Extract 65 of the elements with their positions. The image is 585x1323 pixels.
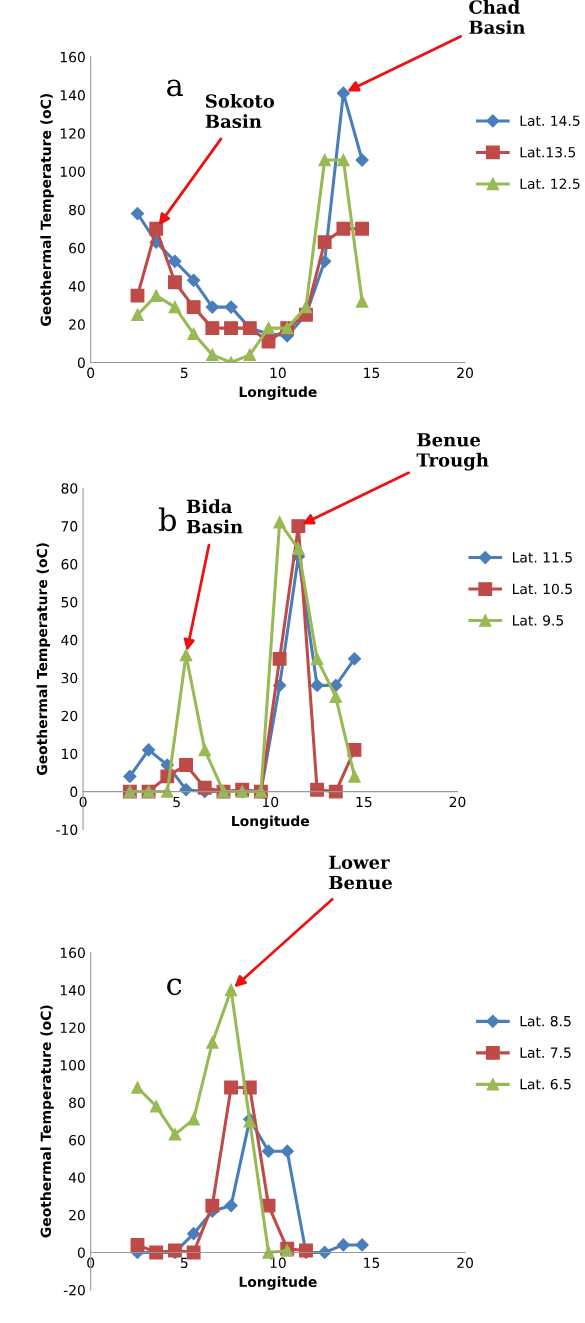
x-tick-label: 20 <box>457 1257 473 1269</box>
legend-label: Lat. 9.5 <box>513 615 564 626</box>
x-tick-label: 15 <box>364 1257 380 1269</box>
y-tick-label: 140 <box>60 985 85 996</box>
legend-label: Lat. 11.5 <box>513 552 572 563</box>
legend-label: Lat. 8.5 <box>520 1015 571 1027</box>
y-tick-label: 50 <box>61 596 78 608</box>
annotation: Bida Basin <box>186 499 243 534</box>
y-tick-label: 20 <box>61 710 78 722</box>
x-tick-label: 5 <box>180 367 188 379</box>
y-tick-label: 100 <box>60 1059 85 1071</box>
y-tick-label: 80 <box>69 204 85 216</box>
legend-label: Lat. 10.5 <box>513 583 572 595</box>
y-tick-label: 0 <box>77 357 85 368</box>
y-tick-label: 160 <box>60 51 85 63</box>
y-tick-label: 0 <box>77 1247 85 1258</box>
y-tick-label: 10 <box>62 748 78 760</box>
legend-label: Lat. 12.5 <box>520 178 580 189</box>
x-tick-label: 15 <box>364 367 380 379</box>
y-axis-title: Geothermal Temperature (oC) <box>36 543 50 776</box>
y-tick-label: 40 <box>68 1172 85 1183</box>
annotation: c <box>167 978 182 996</box>
annotation: a <box>167 79 183 97</box>
x-tick-label: 15 <box>356 796 372 808</box>
x-tick-label: 5 <box>173 796 180 808</box>
y-tick-label: 60 <box>69 242 85 254</box>
y-tick-label: -20 <box>63 1284 85 1296</box>
y-tick-label: 40 <box>61 634 78 646</box>
y-tick-label: 80 <box>69 1097 85 1108</box>
y-tick-label: 0 <box>70 786 78 798</box>
y-tick-label: 30 <box>61 672 78 684</box>
annotation: Sokoto Basin <box>205 93 275 129</box>
annotation: Lower Benue <box>329 855 392 890</box>
y-tick-label: 70 <box>61 521 78 532</box>
legend-label: Lat.13.5 <box>520 146 576 158</box>
y-axis-title: Geothermal Temperature (oC) <box>40 94 54 326</box>
y-tick-label: 160 <box>60 947 85 959</box>
legend-label: Lat. 7.5 <box>520 1047 571 1058</box>
x-axis-title: Longitude <box>239 1276 317 1290</box>
y-tick-label: 100 <box>60 166 85 177</box>
y-tick-label: 20 <box>69 1209 85 1221</box>
x-tick-label: 0 <box>87 367 95 379</box>
x-tick-label: 5 <box>180 1257 188 1269</box>
x-tick-label: 20 <box>457 367 473 379</box>
x-axis-title: Longitude <box>232 815 310 829</box>
y-axis-title: Geothermal Temperature (oC) <box>40 1005 54 1238</box>
y-tick-label: -10 <box>56 824 78 835</box>
y-tick-label: 40 <box>68 281 85 292</box>
annotation: Chad Basin <box>469 0 526 35</box>
legend-label: Lat. 6.5 <box>520 1078 571 1090</box>
x-axis-title: Longitude <box>239 386 317 400</box>
y-tick-label: 20 <box>69 319 85 330</box>
x-tick-label: 20 <box>449 796 466 808</box>
y-tick-label: 140 <box>60 90 85 101</box>
x-tick-label: 10 <box>270 1257 286 1269</box>
annotation: Benue Trough <box>416 433 489 471</box>
x-tick-label: 0 <box>87 1257 95 1269</box>
x-tick-label: 10 <box>270 367 286 379</box>
y-tick-label: 120 <box>60 128 85 139</box>
legend-label: Lat. 14.5 <box>520 115 580 126</box>
y-tick-label: 120 <box>60 1022 85 1033</box>
annotation: b <box>158 507 176 532</box>
y-tick-label: 60 <box>69 1134 85 1146</box>
y-tick-label: 60 <box>61 559 78 570</box>
y-tick-label: 80 <box>61 483 78 494</box>
